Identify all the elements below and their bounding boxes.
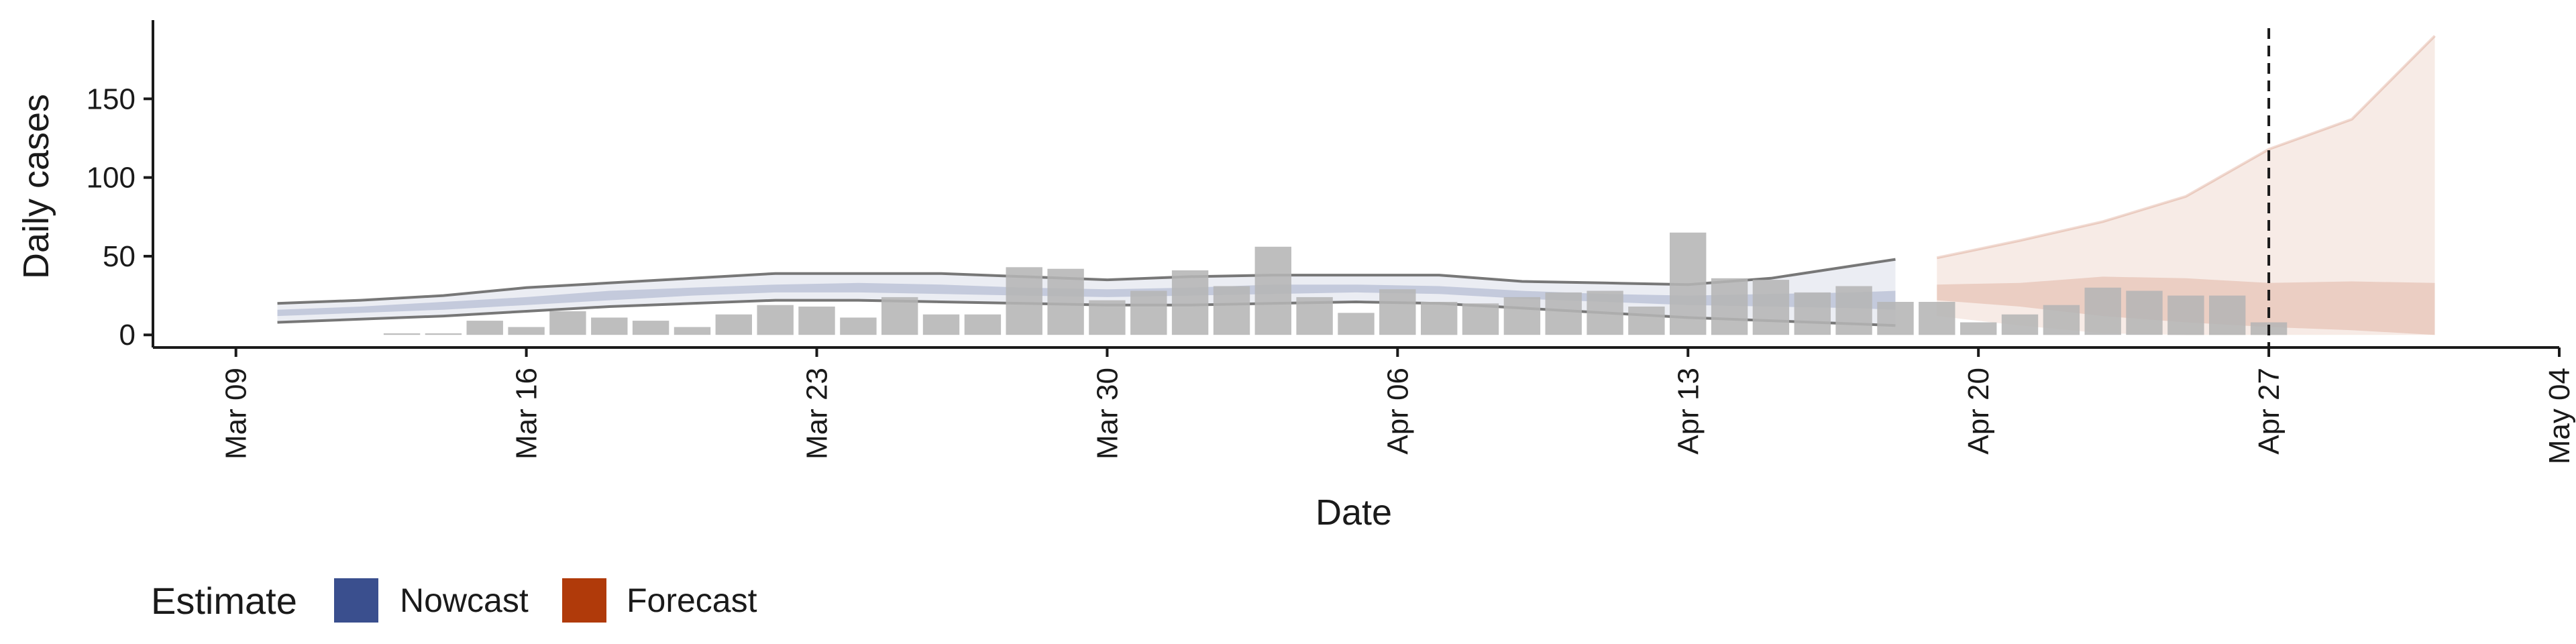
bar-2020-04-01	[1171, 270, 1209, 335]
bar-2020-04-22	[2043, 305, 2080, 335]
bar-2020-03-26	[922, 314, 960, 335]
bar-2020-03-29	[1047, 268, 1084, 335]
plot-area	[277, 28, 2436, 347]
bar-2020-04-14	[1711, 278, 1748, 335]
y-tick-label-50: 50	[103, 240, 136, 273]
bar-2020-04-24	[2126, 290, 2163, 335]
bar-2020-03-28	[1006, 267, 1042, 335]
x-tick-label-0: Mar 09	[220, 368, 253, 460]
bar-2020-03-13	[383, 333, 421, 335]
legend-swatch-forecast	[562, 578, 606, 623]
legend-label-forecast: Forecast	[627, 582, 757, 619]
bar-2020-04-10	[1545, 292, 1582, 335]
bar-2020-04-19	[1919, 302, 1955, 335]
bar-2020-04-08	[1462, 303, 1499, 335]
bar-2020-04-09	[1503, 297, 1541, 335]
bar-2020-04-07	[1421, 302, 1458, 335]
bar-2020-04-26	[2209, 295, 2246, 335]
bar-2020-04-23	[2084, 287, 2121, 335]
bar-2020-04-05	[1338, 313, 1375, 335]
bar-2020-03-18	[591, 317, 628, 335]
legend-title: Estimate	[151, 580, 297, 622]
bar-2020-03-27	[964, 314, 1002, 335]
bar-2020-04-20	[1960, 322, 1997, 335]
forecast-upper-line	[1936, 35, 2436, 260]
bar-2020-04-13	[1670, 232, 1707, 335]
x-tick-label-1: Mar 16	[511, 368, 543, 460]
x-tick-label-5: Apr 13	[1672, 368, 1705, 455]
bar-2020-03-16	[508, 327, 545, 335]
bar-2020-03-30	[1089, 300, 1126, 335]
bar-2020-03-21	[715, 314, 752, 335]
bar-2020-04-18	[1877, 302, 1914, 335]
x-tick-label-8: May 04	[2543, 368, 2576, 464]
legend-swatch-nowcast	[334, 578, 378, 623]
bar-2020-03-23	[798, 307, 835, 335]
y-tick-label-100: 100	[87, 162, 136, 195]
bar-2020-03-25	[881, 297, 918, 335]
bar-2020-04-02	[1213, 286, 1250, 335]
x-tick-label-2: Mar 23	[801, 368, 834, 460]
bar-2020-04-04	[1296, 297, 1333, 335]
bar-2020-04-15	[1752, 280, 1790, 335]
legend: Estimate Nowcast Forecast	[151, 578, 757, 623]
bar-2020-03-31	[1130, 290, 1167, 335]
x-tick-label-6: Apr 20	[1962, 368, 1995, 455]
bar-2020-04-06	[1379, 289, 1416, 335]
nowcast-upper-line	[277, 258, 1896, 305]
bar-2020-03-20	[674, 327, 711, 335]
x-tick-label-7: Apr 27	[2253, 368, 2286, 455]
nowcast-band-90	[277, 259, 1896, 326]
x-axis-title: Date	[1316, 492, 1392, 533]
legend-label-nowcast: Nowcast	[400, 582, 529, 619]
bar-2020-03-24	[840, 317, 877, 335]
nowcast-band-50	[277, 282, 1896, 317]
bar-2020-03-22	[757, 305, 794, 335]
bar-2020-03-19	[632, 321, 669, 335]
bar-2020-04-12	[1628, 307, 1665, 335]
forecast-band-90	[1937, 36, 2435, 335]
bar-2020-03-14	[425, 333, 462, 335]
bar-2020-04-21	[2001, 314, 2039, 335]
axes: 0 50 100 150 Mar 09 Mar 16 Mar 23 Mar 30 Apr 06 A…	[87, 20, 2576, 464]
bar-2020-04-11	[1587, 290, 1623, 335]
x-tick-label-3: Mar 30	[1091, 368, 1124, 460]
bar-2020-04-17	[1835, 286, 1872, 335]
bar-2020-03-15	[466, 321, 503, 335]
bar-2020-04-16	[1794, 292, 1831, 335]
bar-2020-03-17	[549, 311, 586, 335]
bar-2020-04-03	[1254, 246, 1291, 335]
x-tick-label-4: Apr 06	[1381, 368, 1414, 455]
y-tick-label-150: 150	[87, 83, 136, 115]
y-axis-title: Daily cases	[16, 94, 56, 279]
bar-2020-04-25	[2167, 295, 2204, 335]
y-tick-label-0: 0	[119, 319, 136, 352]
